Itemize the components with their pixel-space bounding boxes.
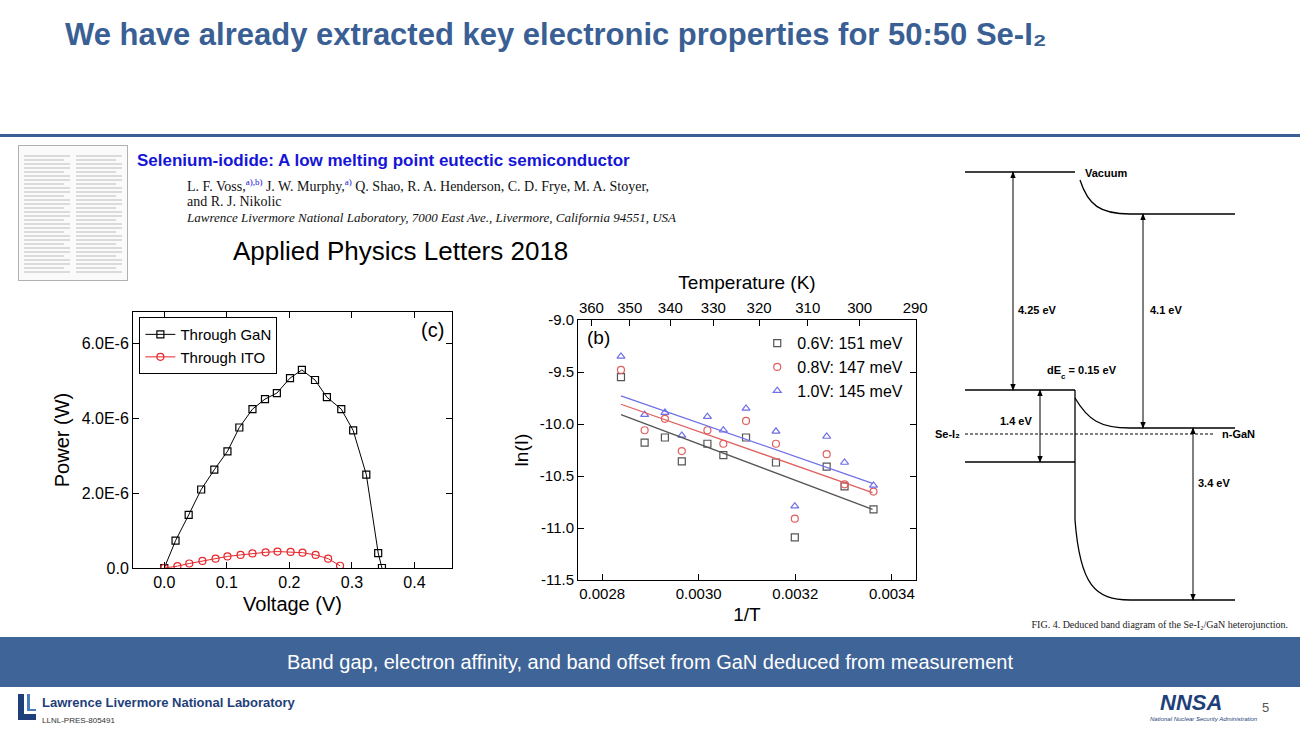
svg-text:0.4: 0.4 bbox=[403, 574, 425, 591]
svg-text:-11.5: -11.5 bbox=[541, 571, 574, 588]
svg-text:330: 330 bbox=[701, 299, 726, 316]
svg-text:320: 320 bbox=[747, 299, 772, 316]
html-text:Lawrence Livermore National La: Lawrence Livermore National Laboratory, … bbox=[187, 210, 677, 225]
html-text:5: 5 bbox=[1262, 700, 1270, 715]
html-text:LLNL-PRES-805491: LLNL-PRES-805491 bbox=[42, 716, 115, 725]
svg-text:Through GaN: Through GaN bbox=[180, 326, 271, 343]
svg-text:Se-I₂: Se-I₂ bbox=[935, 428, 960, 440]
svg-text:-11.0: -11.0 bbox=[541, 519, 574, 536]
svg-text:0.0028: 0.0028 bbox=[579, 585, 625, 602]
svg-text:dEc = 0.15 eV: dEc = 0.15 eV bbox=[1047, 364, 1117, 381]
svg-text:Through ITO: Through ITO bbox=[180, 349, 265, 366]
svg-text:290: 290 bbox=[903, 299, 928, 316]
html-text:and R. J. Nikolic: and R. J. Nikolic bbox=[187, 194, 282, 209]
svg-text:360: 360 bbox=[579, 299, 604, 316]
svg-text:4.25 eV: 4.25 eV bbox=[1018, 304, 1057, 316]
svg-text:1/T: 1/T bbox=[733, 604, 761, 625]
html-text:Applied Physics Letters 2018: Applied Physics Letters 2018 bbox=[233, 236, 569, 266]
html-text:L. F. Voss,a),b)J. W. Murphy,a: L. F. Voss,a),b)J. W. Murphy,a)Q. Shao, … bbox=[187, 177, 650, 194]
html-text:We have already extracted key: We have already extracted key electronic… bbox=[65, 17, 1047, 52]
svg-text:0.0034: 0.0034 bbox=[869, 585, 915, 602]
svg-text:0.0: 0.0 bbox=[153, 574, 175, 591]
svg-text:-9.0: -9.0 bbox=[548, 311, 574, 328]
svg-text:Temperature (K): Temperature (K) bbox=[678, 272, 815, 293]
svg-text:1.4 eV: 1.4 eV bbox=[1000, 415, 1032, 427]
svg-text:340: 340 bbox=[658, 299, 683, 316]
html-text:Selenium-iodide: A low melting: Selenium-iodide: A low melting point eut… bbox=[137, 151, 630, 170]
svg-text:0.0030: 0.0030 bbox=[676, 585, 722, 602]
svg-text:1.0V: 145 meV: 1.0V: 145 meV bbox=[797, 383, 903, 400]
svg-text:Vacuum: Vacuum bbox=[1085, 167, 1127, 179]
svg-text:0.0: 0.0 bbox=[107, 560, 129, 577]
svg-text:(b): (b) bbox=[587, 327, 610, 348]
svg-text:0.0032: 0.0032 bbox=[772, 585, 818, 602]
svg-text:0.6V: 151 meV: 0.6V: 151 meV bbox=[797, 335, 903, 352]
svg-text:3.4 eV: 3.4 eV bbox=[1198, 477, 1230, 489]
svg-text:2.0E-6: 2.0E-6 bbox=[82, 485, 129, 502]
svg-text:-9.5: -9.5 bbox=[548, 363, 574, 380]
svg-text:-10.5: -10.5 bbox=[540, 467, 574, 484]
html-text:NNSA: NNSA bbox=[1160, 690, 1223, 715]
svg-text:0.2: 0.2 bbox=[278, 574, 300, 591]
svg-text:ln(I): ln(I) bbox=[511, 434, 532, 467]
svg-text:4.1 eV: 4.1 eV bbox=[1150, 304, 1182, 316]
svg-text:(c): (c) bbox=[421, 319, 444, 341]
svg-text:350: 350 bbox=[617, 299, 642, 316]
svg-text:Power (W): Power (W) bbox=[51, 393, 73, 487]
svg-text:-10.0: -10.0 bbox=[540, 415, 574, 432]
html-text:Lawrence Livermore National La: Lawrence Livermore National Laboratory bbox=[42, 695, 295, 710]
svg-text:0.1: 0.1 bbox=[216, 574, 238, 591]
svg-text:n-GaN: n-GaN bbox=[1222, 428, 1255, 440]
svg-text:0.8V: 147 meV: 0.8V: 147 meV bbox=[797, 359, 903, 376]
svg-text:0.3: 0.3 bbox=[341, 574, 363, 591]
html-text:National Nuclear Security Admi: National Nuclear Security Administration bbox=[1150, 716, 1258, 722]
html-text:FIG. 4. Deduced band diagram o: FIG. 4. Deduced band diagram of the Se-I… bbox=[1031, 619, 1288, 630]
svg-text:310: 310 bbox=[795, 299, 820, 316]
svg-text:Voltage (V): Voltage (V) bbox=[243, 593, 342, 615]
svg-text:6.0E-6: 6.0E-6 bbox=[82, 335, 129, 352]
html-text:Band gap, electron affinity, a: Band gap, electron affinity, and band of… bbox=[287, 651, 1013, 673]
svg-text:4.0E-6: 4.0E-6 bbox=[82, 410, 129, 427]
svg-text:300: 300 bbox=[847, 299, 872, 316]
